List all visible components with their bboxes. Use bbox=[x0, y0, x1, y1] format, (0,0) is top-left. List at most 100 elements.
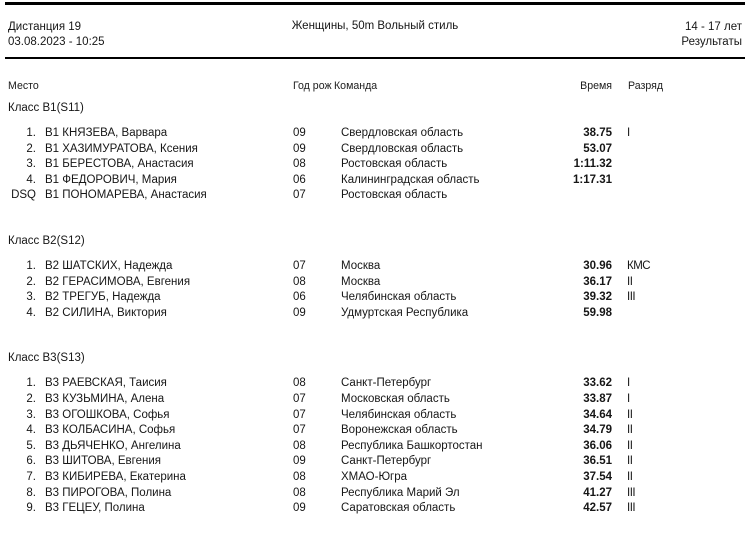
athlete-name: B2 ТРЕГУБ, Надежда bbox=[45, 291, 161, 304]
result-row: 2. B1 ХАЗИМУРАТОВА, Ксения 09 Свердловская … bbox=[0, 143, 750, 159]
team-name: Калининградская область bbox=[341, 173, 480, 186]
result-row: 4. B3 КОЛБАСИНА, Софья 07 Воронежская облас… bbox=[0, 424, 750, 440]
athlete-name: B3 ОГОШКОВА, Софья bbox=[45, 408, 170, 421]
class-section: Класс B2(S12) 1. B2 ШАТСКИХ, Надежда 07 Моск… bbox=[0, 235, 750, 322]
result-time: 53.07 bbox=[583, 142, 612, 155]
result-row: 2. B3 КУЗЬМИНА, Алена 07 Московская область… bbox=[0, 393, 750, 409]
result-time: 1:17.31 bbox=[572, 173, 612, 186]
place-cell: 1. bbox=[26, 127, 36, 139]
place-cell: 2. bbox=[26, 142, 36, 155]
class-heading: Класс B1(S11) bbox=[8, 102, 84, 114]
result-time: 34.64 bbox=[583, 408, 612, 421]
rank-cell: III bbox=[627, 291, 636, 304]
team-name: Ростовская область bbox=[341, 189, 448, 202]
rank-cell: III bbox=[627, 502, 636, 515]
place-cell: 2. bbox=[26, 392, 36, 405]
result-row: DSQ B1 ПОНОМАРЕВА, Анастасия 07 Ростовская … bbox=[0, 189, 750, 205]
athlete-name: B2 ШАТСКИХ, Надежда bbox=[45, 259, 173, 272]
result-row: 6. B3 ШИТОВА, Евгения 09 Санкт-Петербург 36.… bbox=[0, 455, 750, 471]
column-header-birth-year: Год рож bbox=[293, 80, 332, 92]
rank-cell: I bbox=[627, 127, 630, 139]
result-time: 30.96 bbox=[583, 259, 612, 272]
result-row: 3. B1 БЕРЕСТОВА, Анастасия 08 Ростовская об… bbox=[0, 158, 750, 174]
athlete-name: B1 КНЯЗЕВА, Варвара bbox=[45, 127, 168, 139]
birth-year: 08 bbox=[293, 275, 306, 288]
birth-year: 07 bbox=[293, 408, 306, 421]
birth-year: 08 bbox=[293, 470, 306, 483]
result-row: 4. B1 ФЕДОРОВИЧ, Мария 06 Калининградская о… bbox=[0, 174, 750, 190]
team-name: Санкт-Петербург bbox=[341, 455, 432, 468]
class-heading: Класс B3(S13) bbox=[8, 352, 85, 365]
athlete-name: B1 ХАЗИМУРАТОВА, Ксения bbox=[45, 142, 198, 155]
rank-cell: III bbox=[627, 486, 636, 499]
result-row: 5. B3 ДЬЯЧЕНКО, Ангелина 08 Республика Башк… bbox=[0, 440, 750, 456]
result-time: 59.98 bbox=[583, 306, 612, 319]
athlete-name: B3 КИБИРЕВА, Екатерина bbox=[45, 470, 186, 483]
birth-year: 09 bbox=[293, 306, 306, 319]
rank-cell: II bbox=[627, 424, 633, 437]
athlete-name: B3 ГЕЦЕУ, Полина bbox=[45, 502, 145, 515]
birth-year: 08 bbox=[293, 158, 306, 171]
team-name: Челябинская область bbox=[341, 408, 457, 421]
result-row: 1. B1 КНЯЗЕВА, Варвара 09 Свердловская обла… bbox=[0, 127, 750, 143]
team-name: Санкт-Петербург bbox=[341, 377, 432, 390]
team-name: Саратовская область bbox=[341, 502, 456, 515]
rank-cell: I bbox=[627, 392, 630, 405]
rank-cell: КМС bbox=[627, 259, 651, 272]
result-time: 36.06 bbox=[583, 439, 612, 452]
top-rule bbox=[5, 2, 745, 5]
column-header-team: Команда bbox=[334, 80, 378, 92]
birth-year: 06 bbox=[293, 173, 306, 186]
team-name: Республика Башкортостан bbox=[341, 439, 483, 452]
place-cell: 9. bbox=[26, 502, 36, 515]
birth-year: 09 bbox=[293, 127, 306, 139]
rank-cell: II bbox=[627, 439, 633, 452]
result-time: 42.57 bbox=[583, 502, 612, 515]
place-cell: 5. bbox=[26, 439, 36, 452]
athlete-name: B3 ДЬЯЧЕНКО, Ангелина bbox=[45, 439, 181, 452]
result-time: 39.32 bbox=[583, 291, 612, 304]
header-right: 14 - 17 лет Результаты bbox=[681, 20, 742, 50]
athlete-name: B2 ГЕРАСИМОВА, Евгения bbox=[45, 275, 191, 288]
birth-year: 08 bbox=[293, 486, 306, 499]
place-cell: 2. bbox=[26, 275, 36, 288]
place-cell: 4. bbox=[26, 306, 36, 319]
team-name: Ростовская область bbox=[341, 158, 448, 171]
place-cell: 6. bbox=[26, 455, 36, 468]
place-cell: 7. bbox=[26, 470, 36, 483]
team-name: Республика Марий Эл bbox=[341, 486, 460, 499]
session-datetime: 03.08.2023 - 10:25 bbox=[8, 36, 105, 48]
athlete-name: B3 РАЕВСКАЯ, Таисия bbox=[45, 377, 167, 390]
result-row: 8. B3 ПИРОГОВА, Полина 08 Республика Марий … bbox=[0, 487, 750, 503]
result-time: 36.17 bbox=[583, 275, 612, 288]
result-time: 34.79 bbox=[583, 424, 612, 437]
team-name: Челябинская область bbox=[341, 291, 457, 304]
athlete-name: B2 СИЛИНА, Виктория bbox=[45, 306, 167, 319]
team-name: Москва bbox=[341, 259, 381, 272]
team-name: Свердловская область bbox=[341, 127, 464, 139]
place-cell: 3. bbox=[26, 408, 36, 421]
column-header-place: Место bbox=[8, 80, 39, 92]
result-row: 4. B2 СИЛИНА, Виктория 09 Удмуртская Респуб… bbox=[0, 307, 750, 323]
column-header-time: Время bbox=[580, 80, 612, 92]
birth-year: 07 bbox=[293, 392, 306, 405]
result-time: 36.51 bbox=[583, 455, 612, 468]
result-row: 1. B2 ШАТСКИХ, Надежда 07 Москва 30.96 КМС bbox=[0, 260, 750, 276]
rank-cell: II bbox=[627, 470, 633, 483]
result-row: 3. B2 ТРЕГУБ, Надежда 06 Челябинская област… bbox=[0, 291, 750, 307]
event-title: Женщины, 50m Вольный стиль bbox=[291, 20, 459, 32]
place-cell: 1. bbox=[26, 259, 36, 272]
place-cell: DSQ bbox=[11, 189, 36, 202]
result-time: 41.27 bbox=[583, 486, 612, 499]
athlete-name: B3 ШИТОВА, Евгения bbox=[45, 455, 161, 468]
results-label: Результаты bbox=[681, 36, 742, 48]
birth-year: 08 bbox=[293, 439, 306, 452]
result-row: 2. B2 ГЕРАСИМОВА, Евгения 08 Москва 36.17 II bbox=[0, 276, 750, 292]
result-row: 1. B3 РАЕВСКАЯ, Таисия 08 Санкт-Петербург 33… bbox=[0, 377, 750, 393]
place-cell: 4. bbox=[26, 424, 36, 437]
athlete-name: B1 ПОНОМАРЕВА, Анастасия bbox=[45, 189, 207, 202]
birth-year: 09 bbox=[293, 142, 306, 155]
result-row: 3. B3 ОГОШКОВА, Софья 07 Челябинская област… bbox=[0, 409, 750, 425]
athlete-name: B1 ФЕДОРОВИЧ, Мария bbox=[45, 173, 177, 186]
class-section: Класс B3(S13) 1. B3 РАЕВСКАЯ, Таисия 08 Санк… bbox=[0, 352, 750, 517]
